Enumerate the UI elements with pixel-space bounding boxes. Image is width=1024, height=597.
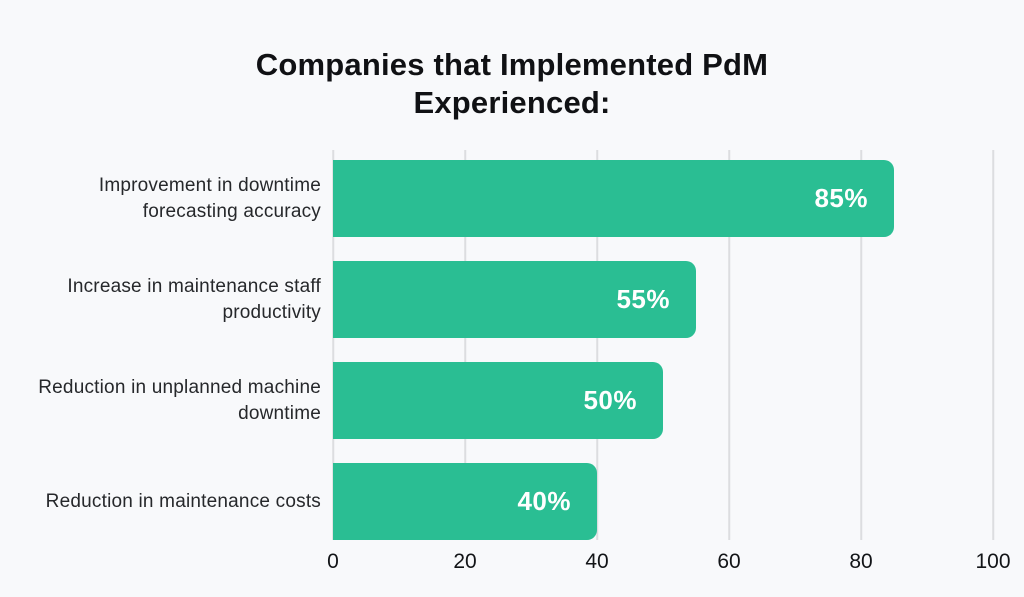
category-label: Increase in maintenance staff productivi… <box>67 275 321 323</box>
bar-track: 50% <box>333 362 993 439</box>
category-label: Improvement in downtime forecasting accu… <box>98 174 321 222</box>
category-label: Reduction in unplanned machine downtime <box>38 376 321 424</box>
bar-rows: Improvement in downtime forecasting accu… <box>0 160 993 540</box>
horizontal-bar-chart: Improvement in downtime forecasting accu… <box>0 150 1024 580</box>
bar: 85% <box>333 160 894 237</box>
bar-row: Reduction in unplanned machine downtime … <box>0 362 993 439</box>
gridline <box>860 150 862 540</box>
bar: 40% <box>333 463 597 540</box>
bar-value-label: 40% <box>517 486 571 516</box>
bar-row: Reduction in maintenance costs 40% <box>0 463 993 540</box>
bar-row: Improvement in downtime forecasting accu… <box>0 160 993 237</box>
x-tick-label: 100 <box>975 550 1011 573</box>
bar-track: 40% <box>333 463 993 540</box>
bar: 50% <box>333 362 663 439</box>
bar-track: 55% <box>333 261 993 338</box>
x-tick-label: 40 <box>585 550 609 573</box>
bar-value-label: 85% <box>814 183 868 213</box>
gridline <box>992 150 994 540</box>
gridline <box>464 150 466 540</box>
x-tick-label: 0 <box>327 550 339 573</box>
category-label: Reduction in maintenance costs <box>45 490 321 512</box>
bar-track: 85% <box>333 160 993 237</box>
x-tick-label: 80 <box>849 550 873 573</box>
bar-row: Increase in maintenance staff productivi… <box>0 261 993 338</box>
gridline <box>728 150 730 540</box>
gridline <box>596 150 598 540</box>
bar-value-label: 50% <box>583 385 637 415</box>
x-axis: 0 20 40 60 80 100 <box>327 550 1010 580</box>
bar-value-label: 55% <box>616 284 670 314</box>
gridline <box>332 150 334 540</box>
x-tick-label: 60 <box>717 550 741 573</box>
bar: 55% <box>333 261 696 338</box>
gridlines-layer <box>332 150 994 540</box>
chart-title: Companies that Implemented PdM Experienc… <box>255 47 769 120</box>
x-tick-label: 20 <box>453 550 477 573</box>
